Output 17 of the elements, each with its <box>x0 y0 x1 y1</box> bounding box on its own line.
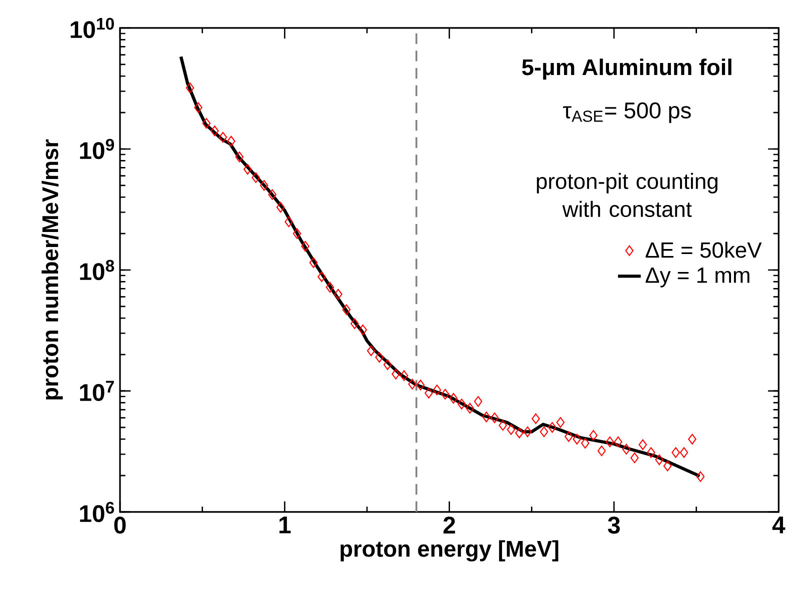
y-tick-label: 10$^{8}$ <box>80 260 114 280</box>
x-tick-label: 2 <box>443 516 456 534</box>
y-tick-label: 10$^{9}$ <box>80 138 114 160</box>
legend-title: proton-pit counting with constant <box>536 172 718 218</box>
annotation: τ$_{ASE}$= 500 ps <box>563 102 691 123</box>
x-axis-title: proton energy [MeV] <box>340 540 558 562</box>
x-tick-label: 4 <box>772 516 786 534</box>
x-tick-label: 0 <box>114 516 126 534</box>
legend-label: Δy = 1 mm <box>646 268 750 288</box>
y-tick-label: 10$^{7}$ <box>80 380 114 402</box>
text: 5-μm Aluminum foil <box>522 58 732 80</box>
y-tick-label: 10$^{6}$ <box>80 502 114 522</box>
y-axis-title: proton number/MeV/msr <box>42 139 63 400</box>
legend-label: ΔE = 50keV <box>646 242 762 258</box>
y-tick-label: 10$^{10}$ <box>70 18 114 38</box>
x-tick-label: 1 <box>280 516 291 534</box>
x-tick-label: 3 <box>608 516 620 534</box>
